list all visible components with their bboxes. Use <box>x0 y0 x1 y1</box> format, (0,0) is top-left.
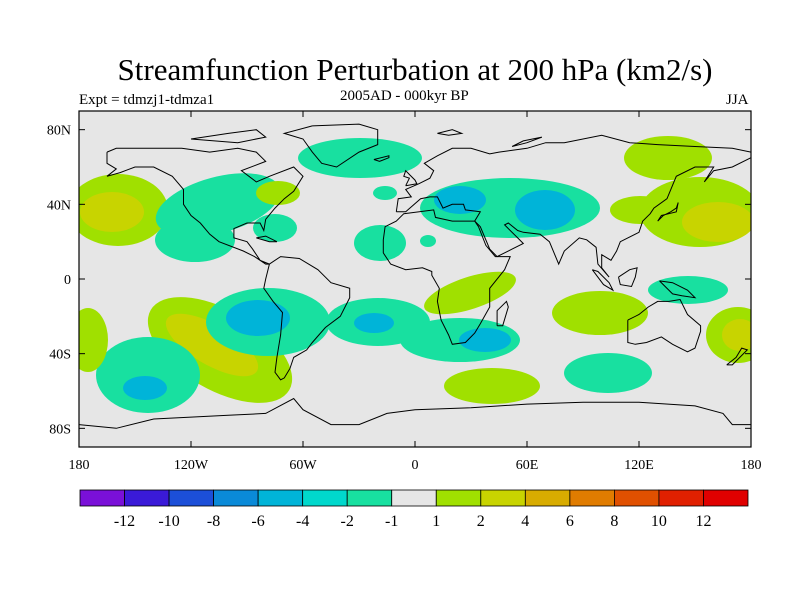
colorbar-swatch <box>569 489 615 507</box>
colorbar-label: -12 <box>114 513 135 530</box>
contour-s-atl-4 <box>354 313 394 333</box>
colorbar-label: 10 <box>651 513 667 530</box>
y-tick-label: 40N <box>47 198 71 213</box>
contour-se-pacific-4 <box>226 300 290 336</box>
coast-australia <box>627 298 702 353</box>
x-tick-label: 120E <box>624 458 654 473</box>
contour-na-2 <box>155 218 235 262</box>
colorbar-label: -4 <box>296 513 309 530</box>
coast-novaya-zemlya <box>511 136 543 147</box>
coast-japan <box>657 202 679 222</box>
contour-indo-pos <box>552 291 648 335</box>
contour-africa-1 <box>420 235 436 247</box>
colorbar-swatch <box>480 489 526 507</box>
coast-uk <box>403 169 418 187</box>
contour-na-pos <box>256 181 300 205</box>
x-tick-label: 60W <box>289 458 317 473</box>
coastlines <box>79 123 751 429</box>
colorbar-label: -8 <box>207 513 220 530</box>
coast-africa <box>382 209 511 345</box>
colorbar-swatch <box>391 489 437 507</box>
x-tick-label: 0 <box>412 458 419 473</box>
coast-arctic-islands <box>190 129 267 144</box>
contour-na-gulf <box>253 214 297 242</box>
contour-s-pacific-low-1 <box>96 337 200 413</box>
contour-eurasia-4b <box>515 190 575 230</box>
colorbar-label: 4 <box>521 513 529 530</box>
colorbar-label: 6 <box>566 513 574 530</box>
contour-ne-pacific-4 <box>80 192 144 232</box>
contour-fills <box>79 136 751 413</box>
contour-w-edge-2 <box>79 308 108 372</box>
colorbar-swatch <box>124 489 170 507</box>
contour-io-4 <box>459 328 511 352</box>
coast-eurasia <box>395 134 751 278</box>
x-tick-label: 180 <box>69 458 90 473</box>
colorbar-label: 8 <box>610 513 618 530</box>
colorbar-swatch <box>658 489 704 507</box>
colorbar-label: -1 <box>385 513 398 530</box>
y-tick-label: 0 <box>64 273 71 288</box>
contour-mid-pos <box>610 196 670 224</box>
coast-new-guinea <box>659 280 697 299</box>
colorbar-swatch <box>257 489 304 507</box>
coast-iceland <box>373 155 390 162</box>
contour-s-pacific-low-4 <box>123 376 167 400</box>
coast-sumatra <box>591 269 615 292</box>
experiment-label: Expt = tdmzj1-tdmza1 <box>79 92 215 108</box>
y-axis-ticks: 80N 40N 0 40S 80S <box>47 124 751 437</box>
colorbar-swatch <box>346 489 393 507</box>
contour-aus-pos-4 <box>722 319 751 351</box>
colorbar-swatch <box>168 489 215 507</box>
coast-cuba <box>256 235 278 243</box>
contour-s-pacific-high-4 <box>165 313 259 377</box>
coast-south-america <box>263 256 351 381</box>
season-label: JJA <box>726 92 749 108</box>
period-label: 2005AD - 000kyr BP <box>340 88 469 104</box>
colorbar-swatch <box>79 489 125 507</box>
coast-new-zealand <box>726 347 749 366</box>
contour-ea-4 <box>682 202 751 242</box>
coast-borneo <box>618 267 638 288</box>
contour-arctic-1 <box>298 138 422 178</box>
contour-eurasia-4a <box>434 186 486 214</box>
coast-svalbard <box>437 129 464 136</box>
y-tick-label: 80N <box>47 124 71 139</box>
colorbar-swatch <box>524 489 571 507</box>
colorbar-swatch <box>435 489 482 507</box>
contour-s-ocean-pos <box>444 368 540 404</box>
y-tick-label: 40S <box>49 348 71 363</box>
colorbar-swatch <box>302 489 348 507</box>
x-tick-label: 60E <box>516 458 539 473</box>
colorbar-label: 1 <box>432 513 440 530</box>
x-tick-label: 120W <box>174 458 209 473</box>
colorbar-swatch <box>213 489 259 507</box>
colorbar-label: 2 <box>477 513 485 530</box>
contour-aus-1 <box>564 353 652 393</box>
colorbar-swatch <box>614 489 660 507</box>
colorbar-label: -2 <box>341 513 354 530</box>
contour-n-atl-1 <box>373 186 397 200</box>
colorbar-label: -6 <box>251 513 264 530</box>
colorbar-label: 12 <box>696 513 712 530</box>
colorbar-label: -10 <box>158 513 179 530</box>
chart-title: Streamfunction Perturbation at 200 hPa (… <box>117 52 713 87</box>
contour-arctic-pos <box>624 136 712 180</box>
contour-africa-pos <box>424 271 516 315</box>
contour-trop-atl-1 <box>354 225 406 261</box>
x-tick-label: 180 <box>741 458 762 473</box>
colorbar: -12 -10 -8 -6 -4 -2 -1 1 2 4 6 8 10 12 <box>79 489 749 530</box>
coast-antarctica <box>79 397 751 429</box>
coast-north-america <box>106 147 304 265</box>
x-axis-ticks: 180 120W 60W 0 60E 120E 180 <box>69 111 762 473</box>
coast-greenland <box>282 123 379 168</box>
coast-madagascar <box>496 300 509 327</box>
y-tick-label: 80S <box>49 422 71 437</box>
colorbar-swatch <box>703 489 749 507</box>
